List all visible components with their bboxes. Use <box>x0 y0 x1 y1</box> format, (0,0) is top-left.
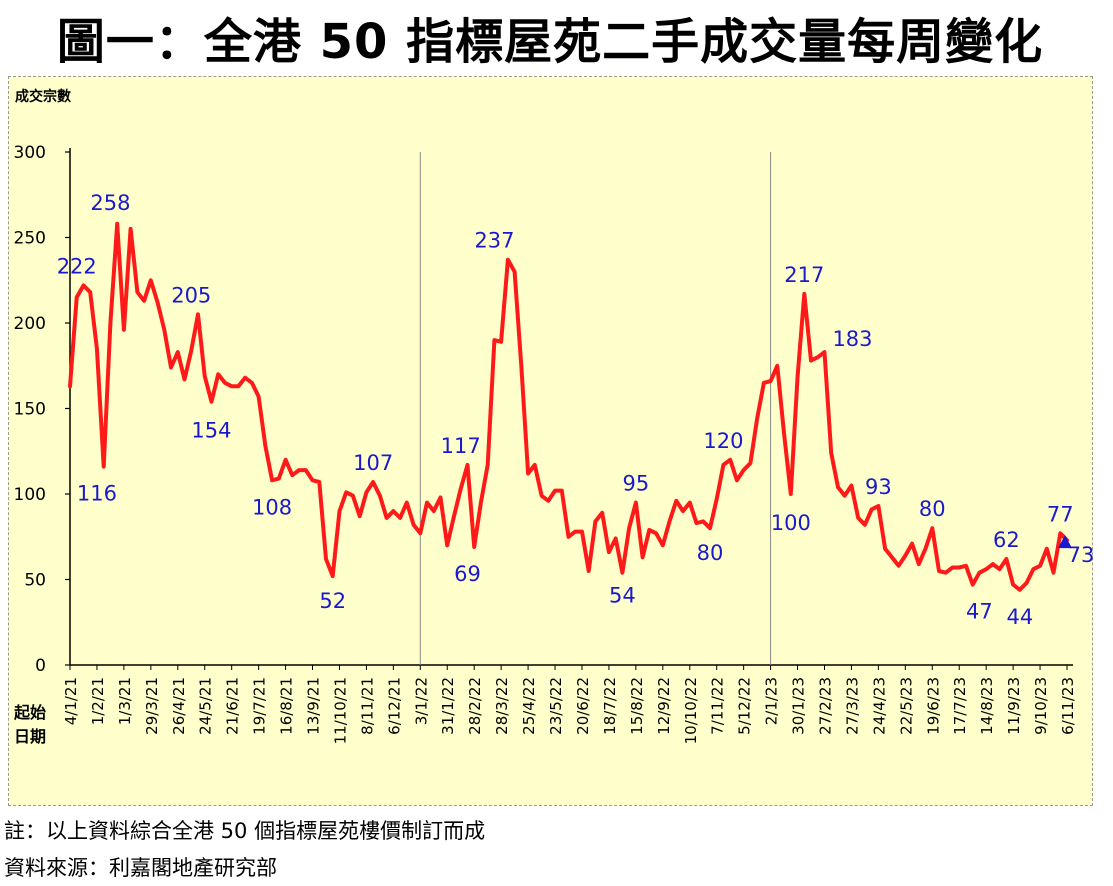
x-tick-label: 24/4/23 <box>870 677 888 735</box>
y-tick-label: 50 <box>24 571 46 591</box>
x-tick-label: 21/6/21 <box>224 677 242 735</box>
y-tick-label: 250 <box>14 229 46 249</box>
data-label: 47 <box>966 600 993 624</box>
data-label: 108 <box>252 495 292 519</box>
data-label: 120 <box>703 429 743 453</box>
data-label: 222 <box>57 254 97 278</box>
data-label: 117 <box>441 434 481 458</box>
x-tick-label: 26/4/21 <box>170 677 188 735</box>
x-tick-label: 20/6/22 <box>574 677 592 735</box>
data-label: 69 <box>454 562 481 586</box>
y-tick-label: 150 <box>14 400 46 420</box>
x-tick-label: 4/1/21 <box>62 677 80 725</box>
y-tick-label: 0 <box>35 656 46 676</box>
x-tick-label: 1/2/21 <box>89 677 107 725</box>
x-tick-label: 22/5/23 <box>897 677 915 735</box>
x-tick-label: 19/6/23 <box>924 677 942 735</box>
data-label: 80 <box>697 541 724 565</box>
data-label: 107 <box>353 451 393 475</box>
footnote: 註：以上資料綜合全港 50 個指標屋苑樓價制訂而成 <box>4 819 486 843</box>
x-tick-label: 28/3/22 <box>493 677 511 735</box>
x-tick-label: 8/11/21 <box>358 677 376 735</box>
x-tick-label: 2/1/23 <box>763 677 781 725</box>
chart-area <box>8 76 1093 806</box>
x-tick-label: 3/1/22 <box>412 677 430 725</box>
data-label: 93 <box>865 475 892 499</box>
latest-marker <box>1058 535 1072 549</box>
x-tick-label: 1/3/21 <box>116 677 134 725</box>
x-tick-label: 11/9/23 <box>1005 677 1023 735</box>
data-label: 52 <box>319 589 346 613</box>
data-label: 44 <box>1006 605 1033 629</box>
data-label: 54 <box>609 584 636 608</box>
x-tick-label: 16/8/21 <box>278 677 296 735</box>
x-tick-label: 9/10/23 <box>1032 677 1050 735</box>
data-label: 73 <box>1068 543 1095 567</box>
data-label: 77 <box>1047 502 1074 526</box>
data-label: 237 <box>474 229 514 253</box>
x-axis-label: 起始 <box>13 703 46 722</box>
y-tick-label: 100 <box>14 485 46 505</box>
x-tick-label: 11/10/21 <box>331 677 349 744</box>
y-tick-label: 200 <box>14 314 46 334</box>
x-tick-label: 14/8/23 <box>978 677 996 735</box>
x-tick-label: 13/9/21 <box>305 677 323 735</box>
x-tick-label: 7/11/22 <box>709 677 727 735</box>
data-label: 100 <box>771 511 811 535</box>
x-tick-label: 6/11/23 <box>1059 677 1077 735</box>
x-tick-label: 17/7/23 <box>951 677 969 735</box>
x-tick-label: 24/5/21 <box>197 677 215 735</box>
x-tick-label: 19/7/21 <box>251 677 269 735</box>
x-tick-label: 27/3/23 <box>843 677 861 735</box>
x-tick-label: 30/1/23 <box>790 677 808 735</box>
data-label: 205 <box>171 283 211 307</box>
x-tick-label: 27/2/23 <box>816 677 834 735</box>
x-tick-label: 18/7/22 <box>601 677 619 735</box>
x-tick-label: 5/12/22 <box>736 677 754 735</box>
data-label: 116 <box>77 482 117 506</box>
x-axis-label: 日期 <box>14 727 46 746</box>
x-tick-label: 31/1/22 <box>439 677 457 735</box>
data-label: 183 <box>832 327 872 351</box>
y-axis-label: 成交宗數 <box>15 88 71 105</box>
data-label: 80 <box>919 497 946 521</box>
source-note: 資料來源：利嘉閣地產研究部 <box>4 856 277 880</box>
data-label: 217 <box>784 263 824 287</box>
x-tick-label: 6/12/21 <box>385 677 403 735</box>
data-label: 258 <box>90 191 130 215</box>
x-tick-label: 23/5/22 <box>547 677 565 735</box>
x-tick-label: 10/10/22 <box>682 677 700 744</box>
x-tick-label: 28/2/22 <box>466 677 484 735</box>
chart-title: 圖一：全港 50 指標屋苑二手成交量每周變化 <box>56 14 1044 70</box>
series-line <box>68 221 1069 592</box>
y-tick-label: 300 <box>14 143 46 163</box>
x-tick-label: 25/4/22 <box>520 677 538 735</box>
x-tick-label: 15/8/22 <box>628 677 646 735</box>
data-label: 154 <box>191 419 231 443</box>
x-tick-label: 12/9/22 <box>655 677 673 735</box>
data-label: 95 <box>622 472 649 496</box>
data-label: 62 <box>993 528 1020 552</box>
x-tick-label: 29/3/21 <box>143 677 161 735</box>
